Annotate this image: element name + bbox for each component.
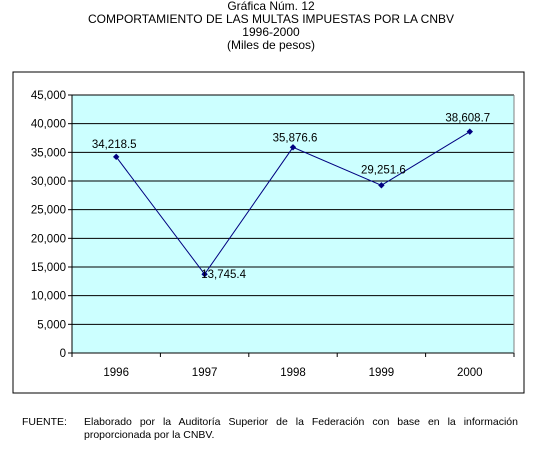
data-label-1996: 34,218.5	[92, 139, 137, 151]
y-tick-label-0: 0	[60, 348, 66, 360]
x-tick-label-1999: 1999	[369, 367, 395, 379]
data-label-1999: 29,251.6	[361, 164, 406, 176]
x-tick-label-1998: 1998	[280, 367, 306, 379]
x-tick-label-1997: 1997	[192, 367, 218, 379]
data-label-2000: 38,608.7	[445, 113, 490, 125]
data-label-1998: 35,876.6	[273, 132, 318, 144]
y-tick-label-4: 20,000	[31, 233, 66, 245]
chart-title-line-2: COMPORTAMIENTO DE LAS MULTAS IMPUESTAS P…	[87, 12, 455, 26]
chart-titles: Gráfica Núm. 12 COMPORTAMIENTO DE LAS MU…	[0, 0, 542, 52]
data-point-1996	[113, 153, 120, 161]
chart-title-line-1: Gráfica Núm. 12	[227, 0, 315, 13]
x-tick-label-1996: 1996	[103, 367, 129, 379]
y-tick-label-2: 10,000	[31, 291, 66, 303]
source-label: FUENTE:	[22, 416, 67, 428]
data-point-1998	[289, 144, 297, 151]
y-tick-label-6: 30,000	[31, 176, 66, 188]
source-text: Elaborado por la Auditoría Superior de l…	[84, 416, 518, 441]
data-point-2000	[466, 128, 473, 135]
y-tick-label-7: 35,000	[31, 147, 66, 159]
y-tick-label-8: 40,000	[31, 119, 66, 131]
x-tick-label-2000: 2000	[457, 367, 483, 379]
y-tick-label-5: 25,000	[31, 205, 66, 217]
plot-area	[72, 95, 514, 353]
y-tick-label-1: 5,000	[37, 319, 66, 331]
data-point-1997	[201, 270, 208, 278]
data-label-1997: 13,745.4	[201, 269, 246, 281]
chart-title-line-4: (Miles de pesos)	[226, 38, 316, 52]
chart-title-line-3: 1996-2000	[242, 25, 300, 39]
data-point-1999	[378, 182, 385, 189]
y-tick-label-3: 15,000	[31, 262, 66, 274]
y-tick-label-9: 45,000	[31, 90, 66, 102]
